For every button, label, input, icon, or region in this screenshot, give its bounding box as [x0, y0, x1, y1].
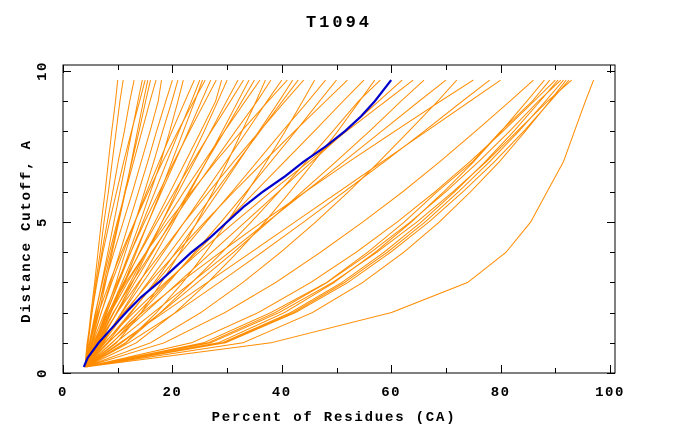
- model-curve: [84, 79, 326, 368]
- model-curve: [84, 79, 567, 368]
- y-tick-label: 0: [35, 368, 51, 378]
- model-curve: [84, 79, 261, 368]
- x-tick-label: 60: [381, 385, 401, 401]
- plot-frame: [62, 64, 616, 374]
- y-axis-label: Distance Cutoff, A: [19, 139, 35, 323]
- model-curve: [84, 79, 562, 368]
- model-curve: [84, 79, 425, 368]
- model-curve: [84, 79, 217, 368]
- model-curve: [84, 79, 157, 368]
- x-tick-label: 100: [595, 385, 625, 401]
- model-curve: [84, 79, 149, 368]
- model-curve: [84, 79, 212, 368]
- chart-title: T1094: [306, 14, 372, 33]
- x-tick-label: 20: [162, 385, 182, 401]
- model-curves-group: [82, 79, 595, 368]
- model-curve: [84, 79, 458, 368]
- highlight-curve: [82, 79, 393, 368]
- model-curve: [84, 79, 239, 368]
- model-curve: [84, 79, 272, 368]
- model-curve: [84, 79, 151, 368]
- model-curve: [84, 79, 559, 368]
- model-curve: [84, 79, 414, 368]
- y-tick-label: 5: [35, 217, 51, 227]
- x-tick-label: 0: [58, 385, 68, 401]
- model-curve: [84, 79, 556, 368]
- model-curve: [84, 79, 146, 368]
- model-curve: [84, 79, 501, 368]
- model-curve: [84, 79, 206, 368]
- model-curve: [84, 80, 162, 368]
- model-curve: [84, 79, 545, 368]
- model-curve: [84, 79, 337, 368]
- x-tick-label: 40: [272, 385, 292, 401]
- model-curve: [84, 80, 119, 368]
- model-curve: [84, 79, 316, 368]
- model-curve: [84, 79, 551, 368]
- model-curve: [84, 79, 288, 368]
- model-curve: [84, 79, 305, 368]
- plot-frame-group: 0 20 40 60 80 100 0 5 10: [35, 61, 625, 401]
- model-curve: [84, 79, 447, 368]
- x-tick-label: 80: [491, 385, 511, 401]
- x-axis-label: Percent of Residues (CA): [212, 410, 457, 426]
- model-curve: [84, 79, 491, 368]
- y-tick-label: 10: [35, 61, 51, 81]
- model-curve: [84, 79, 534, 368]
- model-curve: [84, 79, 474, 368]
- model-curve: [84, 79, 595, 368]
- model-curve: [84, 79, 573, 368]
- model-curve: [84, 79, 376, 368]
- model-curve: [84, 79, 570, 368]
